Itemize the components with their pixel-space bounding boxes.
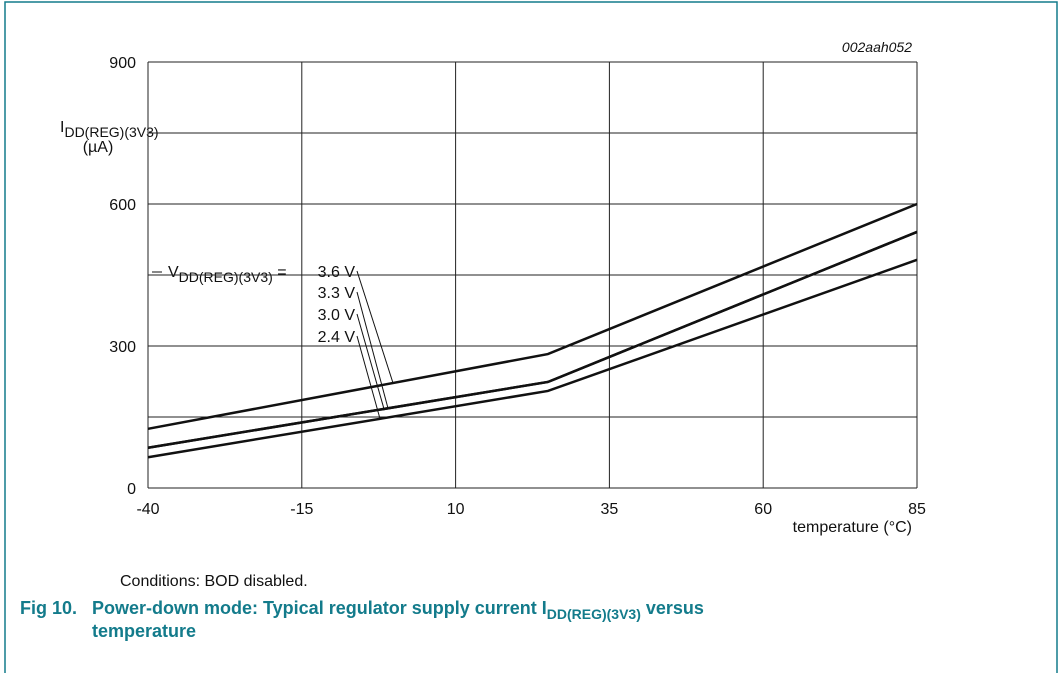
- frame: [4, 1, 1058, 673]
- y-label-main: I: [60, 119, 64, 136]
- caption-text: Power-down mode: Typical regulator suppl…: [92, 598, 547, 618]
- series-line: [147, 258, 918, 459]
- series-line: [147, 230, 918, 450]
- prefix-main: V: [168, 264, 179, 281]
- caption-number: Fig 10.: [20, 598, 77, 618]
- x-tick-label: 10: [447, 501, 465, 518]
- y-axis-label: IDD(REG)(3V3): [60, 119, 159, 140]
- y-tick-label: 0: [127, 481, 136, 498]
- x-tick-label: 35: [601, 501, 619, 518]
- series-label: 3.3 V: [318, 285, 356, 302]
- conditions: Conditions: BOD disabled.: [120, 573, 308, 590]
- y-tick-label: 600: [109, 197, 136, 214]
- y-axis-unit: (µA): [83, 139, 114, 156]
- x-tick-label: -15: [290, 501, 313, 518]
- caption-sub: DD(REG)(3V3): [547, 606, 641, 622]
- prefix-sub: DD(REG)(3V3): [179, 269, 273, 285]
- figure-id: 002aah052: [842, 39, 912, 55]
- leader-line: [356, 335, 381, 419]
- x-tick-label: -40: [136, 501, 159, 518]
- x-tick-label: 85: [908, 501, 926, 518]
- legend-prefix: VDD(REG)(3V3) =: [168, 264, 291, 285]
- leader-line: [356, 291, 389, 409]
- caption-line2: temperature: [92, 621, 196, 641]
- prefix-tail: =: [273, 264, 291, 281]
- y-tick-label: 900: [109, 55, 136, 72]
- x-axis-label: temperature (°C): [793, 519, 912, 536]
- caption-tail: versus: [641, 598, 704, 618]
- x-tick-label: 60: [754, 501, 772, 518]
- leader-line: [356, 313, 385, 410]
- series-label: 3.6 V: [318, 264, 356, 281]
- series-label: 2.4 V: [318, 329, 356, 346]
- y-tick-label: 300: [109, 339, 136, 356]
- series-label: 3.0 V: [318, 307, 356, 324]
- series-line: [147, 230, 918, 450]
- y-label-sub: DD(REG)(3V3): [64, 124, 158, 140]
- leader-line: [356, 270, 394, 384]
- caption: Fig 10. Power-down mode: Typical regulato…: [20, 598, 704, 622]
- series-line: [147, 202, 918, 431]
